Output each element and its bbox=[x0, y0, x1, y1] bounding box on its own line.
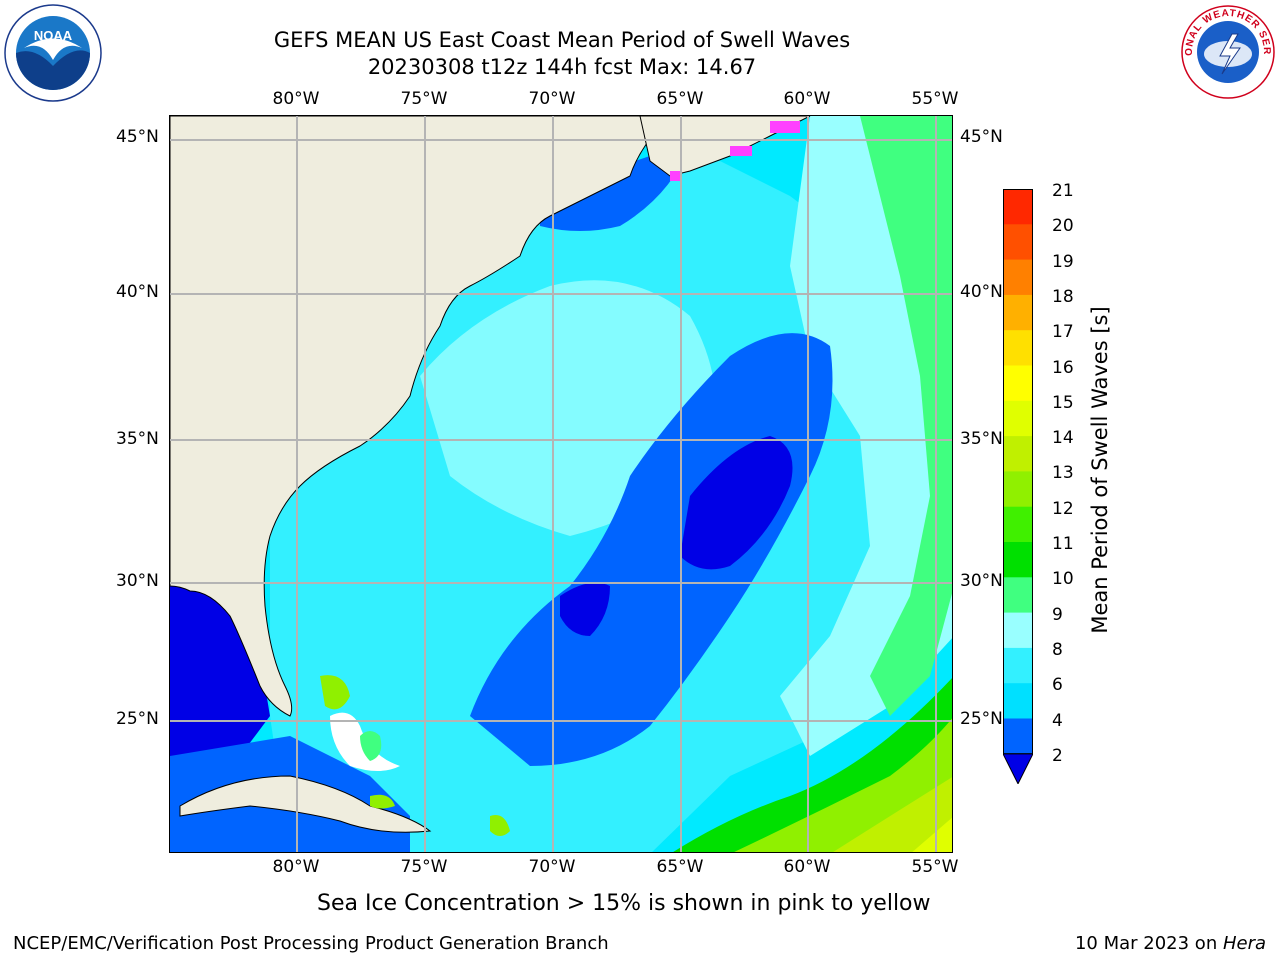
colorbar-segment bbox=[1003, 436, 1033, 472]
colorbar-tick-label: 14 bbox=[1052, 428, 1074, 449]
noaa-logo: NOAA bbox=[4, 4, 102, 102]
colorbar-segment bbox=[1003, 330, 1033, 366]
lat-label-right-25n: 25°N bbox=[960, 709, 1003, 729]
lon-label-top-80w: 80°W bbox=[272, 89, 320, 109]
colorbar-segment bbox=[1003, 189, 1033, 225]
lat-label-right-45n: 45°N bbox=[960, 127, 1003, 147]
colorbar-tick-label: 12 bbox=[1052, 498, 1074, 519]
lat-label-right-35n: 35°N bbox=[960, 429, 1003, 449]
colorbar bbox=[1002, 189, 1034, 785]
colorbar-segment bbox=[1003, 612, 1033, 649]
lon-label-top-75w: 75°W bbox=[400, 89, 448, 109]
colorbar-tick-label: 11 bbox=[1052, 534, 1074, 554]
lat-label-left-35n: 35°N bbox=[116, 429, 159, 449]
colorbar-tick-label: 21 bbox=[1052, 181, 1074, 201]
colorbar-tick-label: 6 bbox=[1052, 675, 1063, 696]
colorbar-outline bbox=[1003, 189, 1033, 755]
colorbar-segment bbox=[1003, 577, 1033, 614]
lon-label-bottom-60w: 60°W bbox=[783, 857, 831, 877]
footer-date: 10 Mar 2023 on Hera bbox=[1075, 933, 1266, 954]
map-canvas bbox=[170, 116, 952, 852]
colorbar-tick-label: 2 bbox=[1052, 745, 1063, 766]
colorbar-tick-label: 10 bbox=[1052, 569, 1074, 590]
lat-label-left-40n: 40°N bbox=[116, 282, 159, 302]
lat-label-left-45n: 45°N bbox=[116, 127, 159, 147]
plot-title: GEFS MEAN US East Coast Mean Period of S… bbox=[273, 28, 851, 52]
plot-subtitle: 20230308 t12z 144h fcst Max: 14.67 bbox=[367, 55, 757, 79]
colorbar-svg bbox=[1002, 189, 1034, 785]
lat-label-right-40n: 40°N bbox=[960, 282, 1003, 302]
lon-label-bottom-80w: 80°W bbox=[272, 857, 320, 877]
colorbar-segment bbox=[1003, 506, 1033, 543]
lon-label-top-55w: 55°W bbox=[911, 89, 959, 109]
colorbar-segment bbox=[1003, 365, 1033, 402]
colorbar-tick-label: 16 bbox=[1052, 357, 1074, 378]
lon-label-bottom-70w: 70°W bbox=[528, 857, 576, 877]
colorbar-tick-label: 13 bbox=[1052, 463, 1074, 484]
colorbar-segment bbox=[1003, 542, 1033, 578]
noaa-logo-text: NOAA bbox=[34, 28, 73, 43]
lat-label-right-30n: 30°N bbox=[960, 571, 1003, 591]
colorbar-segment bbox=[1003, 683, 1033, 719]
lon-label-top-65w: 65°W bbox=[656, 89, 704, 109]
colorbar-tick-label: 8 bbox=[1052, 639, 1063, 660]
lat-label-left-25n: 25°N bbox=[116, 709, 159, 729]
lon-label-top-60w: 60°W bbox=[783, 89, 831, 109]
sea-ice-note: Sea Ice Concentration > 15% is shown in … bbox=[317, 891, 931, 916]
footer-date-text: 10 Mar 2023 on bbox=[1074, 933, 1223, 954]
colorbar-tick-label: 18 bbox=[1052, 286, 1074, 307]
colorbar-tick-label: 4 bbox=[1052, 710, 1063, 731]
map-panel bbox=[169, 115, 953, 853]
lat-label-left-30n: 30°N bbox=[116, 571, 159, 591]
colorbar-title: Mean Period of Swell Waves [s] bbox=[1088, 306, 1112, 634]
colorbar-segment bbox=[1003, 294, 1033, 331]
footer-host: Hera bbox=[1222, 933, 1266, 954]
colorbar-segment bbox=[1003, 718, 1033, 755]
colorbar-under-arrow bbox=[1002, 753, 1034, 785]
colorbar-tick-label: 15 bbox=[1052, 392, 1074, 413]
lon-label-top-70w: 70°W bbox=[528, 89, 576, 109]
footer-credit: NCEP/EMC/Verification Post Processing Pr… bbox=[13, 933, 609, 954]
colorbar-tick-label: 19 bbox=[1052, 251, 1074, 272]
colorbar-ticks: 21 20 19 18 17 16 15 14 13 12 11 10 9 8 6 4 2 bbox=[1052, 181, 1092, 766]
nws-logo: NATIONAL WEATHER SERVICE bbox=[1176, 0, 1276, 100]
lon-label-bottom-55w: 55°W bbox=[911, 857, 959, 877]
colorbar-segment bbox=[1003, 224, 1033, 261]
colorbar-segment bbox=[1003, 259, 1033, 296]
colorbar-segment bbox=[1003, 471, 1033, 508]
colorbar-segment bbox=[1003, 647, 1033, 684]
lon-label-bottom-75w: 75°W bbox=[400, 857, 448, 877]
lon-label-bottom-65w: 65°W bbox=[656, 857, 704, 877]
colorbar-tick-label: 9 bbox=[1052, 604, 1063, 625]
colorbar-tick-label: 20 bbox=[1052, 216, 1074, 237]
colorbar-tick-label: 17 bbox=[1052, 322, 1074, 343]
colorbar-segment bbox=[1003, 400, 1033, 437]
